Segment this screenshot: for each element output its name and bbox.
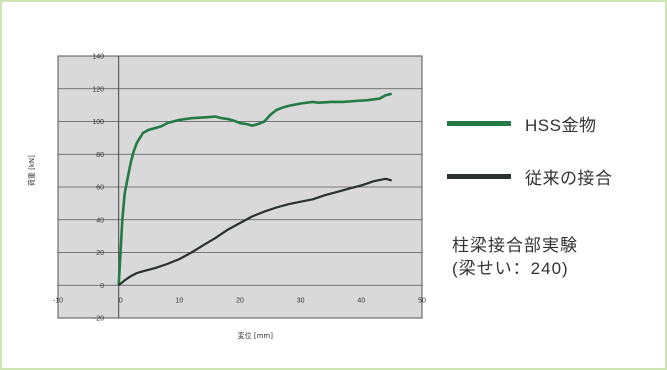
caption-title: 柱梁接合部実験 — [452, 236, 578, 255]
y-tick-label: -20 — [94, 316, 104, 323]
x-axis-title: 変位 [mm] — [238, 331, 274, 340]
legend-label-conventional: 従来の接合 — [525, 168, 613, 188]
legend-item-conventional: 従来の接合 — [447, 165, 613, 188]
legend-label-hss: HSS金物 — [525, 115, 597, 135]
y-tick-label: 140 — [92, 54, 104, 61]
chart-legend: HSS金物 従来の接合 — [447, 112, 613, 218]
legend-item-hss: HSS金物 — [447, 112, 613, 135]
x-tick-label: -10 — [53, 297, 63, 304]
y-tick-label: 0 — [100, 283, 104, 290]
y-tick-label: 40 — [96, 217, 104, 224]
series-line-conventional — [117, 177, 392, 287]
y-axis-title: 荷重 [kN] — [27, 155, 36, 186]
x-tick-label: 0 — [119, 297, 123, 304]
legend-swatch-hss — [447, 120, 511, 126]
experiment-caption: 柱梁接合部実験 (梁せい：240) — [452, 234, 578, 280]
x-tick-label: 20 — [236, 297, 244, 304]
series-line-hss — [117, 92, 393, 286]
y-tick-label: 100 — [92, 119, 104, 126]
x-tick-label: 10 — [175, 297, 183, 304]
y-tick-label: 20 — [96, 250, 104, 257]
y-tick-label: 80 — [96, 152, 104, 159]
caption-beam-depth: (梁せい：240) — [452, 259, 569, 278]
x-tick-label: 50 — [418, 297, 426, 304]
y-tick-label: 120 — [92, 86, 104, 93]
y-tick-label: 60 — [96, 185, 104, 192]
x-tick-label: 30 — [297, 297, 305, 304]
x-tick-label: 40 — [357, 297, 365, 304]
legend-swatch-conventional — [447, 173, 511, 179]
